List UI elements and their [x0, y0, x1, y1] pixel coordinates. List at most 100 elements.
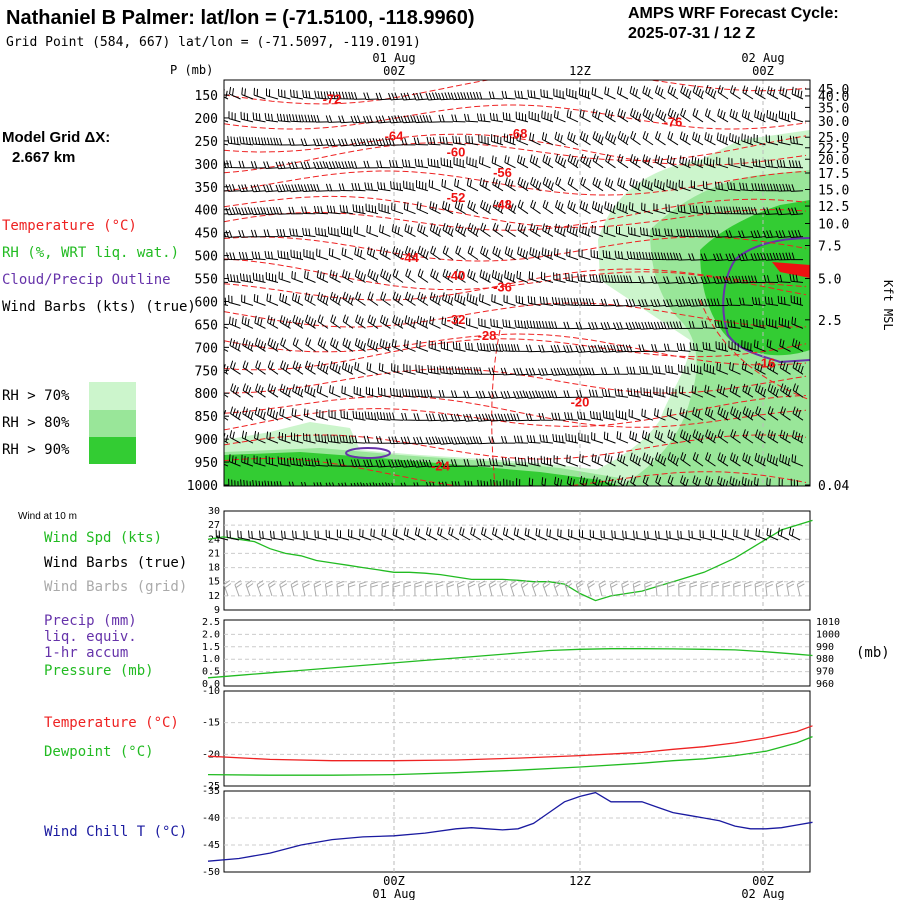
wind-barb-745 [717, 429, 729, 444]
wind-barb-373 [763, 252, 779, 261]
wind-barb-828 [579, 475, 588, 486]
wind-barb-169 [567, 153, 579, 169]
wind-barb-634 [500, 390, 516, 399]
height-tick-label-14: 0.04 [818, 479, 849, 494]
sfc-barb-grid-360 [359, 581, 367, 597]
wind-barb-338 [328, 248, 341, 261]
sfc-barb-true-613 [600, 530, 614, 541]
wind-barb-521 [267, 337, 279, 352]
wind-barb-740 [654, 429, 666, 444]
wind-barb-325 [750, 230, 766, 239]
temp-label-14: -16 [757, 355, 776, 370]
wind-barb-294 [366, 225, 379, 238]
wind-barb-433 [342, 291, 354, 306]
wind-barb-194 [288, 183, 304, 193]
wind-barb-172 [605, 153, 616, 169]
wind-barb-469 [790, 295, 804, 306]
wind-barb-630 [450, 390, 466, 398]
wind-barb-581 [427, 364, 441, 375]
wind-barb-332 [251, 251, 266, 261]
wind-barb-219 [604, 177, 616, 192]
wind-barb-111 [426, 136, 441, 146]
pressure-tick-r-1: 1000 [816, 629, 840, 640]
sfc-barb-grid-481 [478, 580, 486, 597]
wind-barb-441 [442, 292, 454, 306]
temp-label-5: -56 [493, 165, 512, 180]
wind-barb-661 [254, 406, 266, 421]
wind-barb-650 [704, 384, 716, 398]
wind-barb-553 [663, 343, 679, 352]
wind-barb-359 [590, 249, 604, 261]
wind-barb-23 [501, 90, 516, 100]
pressure-label: Pressure (mb) [44, 663, 154, 679]
wind-barb-487 [429, 316, 441, 329]
sfc-barb-true-668 [654, 530, 669, 541]
wind-barb-374 [775, 252, 791, 261]
wind-barb-368 [700, 253, 716, 261]
top-date-1: 01 Aug [372, 51, 415, 65]
wind-barb-313 [603, 225, 616, 238]
wind-barb-485 [404, 315, 416, 329]
wind-barb-395 [454, 268, 466, 283]
wind-barb-449 [539, 296, 554, 306]
sfc-barb-true-305 [292, 530, 306, 541]
wind-barb-157 [414, 158, 429, 169]
wind-barb-57 [338, 115, 354, 124]
wind-barb-380 [265, 272, 279, 283]
wind-barb-458 [650, 299, 666, 307]
wind-barb-539 [489, 343, 504, 352]
wind-barb-421 [776, 274, 791, 283]
sfc-barb-grid-734 [733, 581, 741, 597]
wind-barb-40 [717, 85, 729, 100]
temp-label-3: -68 [509, 126, 528, 141]
wind-barb-19 [450, 92, 466, 101]
wind-barb-801 [240, 479, 251, 486]
wind-barb-445 [491, 294, 504, 306]
wind-barb-574 [341, 361, 354, 375]
wind-barb-362 [626, 251, 641, 261]
wind-barb-93 [791, 111, 804, 123]
wind-barb-360 [602, 250, 616, 261]
sfc-barb-true-778 [766, 527, 779, 541]
wind-barb-603 [703, 363, 716, 375]
precip-tick-5: 0.0 [202, 679, 220, 690]
wind-barb-779 [553, 455, 566, 467]
pressure-axis-label: P (mb) [170, 63, 213, 77]
wind-barb-781 [578, 454, 591, 467]
wind-barb-428 [279, 293, 291, 306]
wind-barb-255 [467, 200, 479, 215]
temperature-panel: -10 -15 -20 -25 [202, 686, 813, 792]
sfc-barb-grid-316 [313, 580, 322, 597]
wind-barb-792 [717, 452, 729, 467]
wind-barb-365 [663, 252, 679, 261]
windchill-tick-1: -40 [202, 813, 220, 824]
pressure-tick-r-3: 980 [816, 654, 834, 665]
sfc-barb-true-503 [492, 526, 504, 541]
wind-barb-258 [505, 199, 517, 215]
height-tick-label-3: 30.0 [818, 115, 849, 130]
wind-barb-747 [742, 429, 754, 444]
wind-barb-422 [789, 273, 804, 283]
wind-barb-597 [626, 366, 641, 375]
temp-contour-12 [224, 338, 807, 371]
sfc-barb-grid-646 [644, 580, 652, 597]
wind-barb-233 [775, 183, 791, 192]
wind-barb-774 [489, 457, 504, 467]
wind-barb-387 [354, 269, 366, 283]
wind-barb-798 [791, 454, 804, 467]
wind-barb-662 [266, 407, 279, 421]
wind-barb-336 [303, 249, 316, 261]
wind-barb-60 [375, 115, 391, 124]
temp-label-8: -44 [400, 250, 420, 265]
sfc-barb-grid-569 [564, 580, 573, 597]
wind-barb-655 [767, 383, 779, 398]
wind-barb-230 [739, 182, 754, 192]
cycle-title: AMPS WRF Forecast Cycle: [628, 5, 839, 22]
pressure-frame [223, 619, 811, 687]
wind-barb-298 [417, 223, 429, 238]
wind-barb-262 [555, 200, 566, 215]
wind-barb-35 [654, 85, 666, 100]
wind-barb-406 [589, 274, 604, 283]
wind-barb-802 [252, 479, 264, 486]
wind-barb-712 [303, 433, 316, 444]
